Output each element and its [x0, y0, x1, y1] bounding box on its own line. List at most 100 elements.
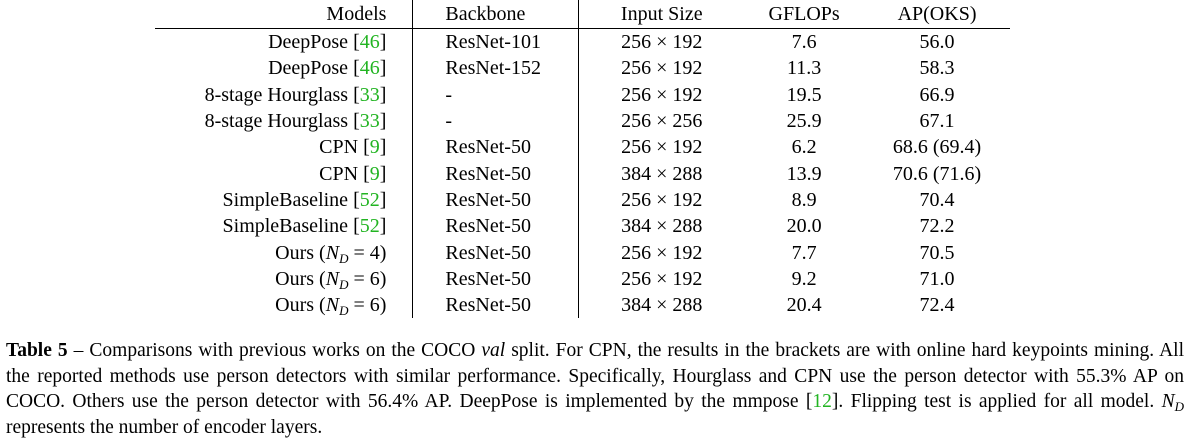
cell-input-size: 384 × 288 — [621, 215, 703, 238]
table-row: 8-stage Hourglass [33] - 256 × 256 25.9 67.1 — [155, 107, 1010, 135]
cell-backbone: ResNet-101 — [412, 28, 580, 56]
table-row: Ours (ND = 4) ResNet-50 256 × 192 7.7 70.5 — [155, 239, 1010, 266]
nd-value: 6 — [369, 294, 380, 317]
model-name: Ours — [275, 241, 315, 264]
table-row: Ours (ND = 6) ResNet-50 384 × 288 20.4 72.4 — [155, 291, 1010, 319]
cell-gflops: 11.3 — [786, 57, 822, 80]
cell-model: Ours (ND = 4) — [155, 239, 414, 266]
citation-link[interactable]: 9 — [369, 136, 380, 159]
cell-ap: 72.4 — [919, 294, 955, 317]
cell-ap: 70.6 (71.6) — [892, 162, 982, 185]
cell-ap: 68.6 (69.4) — [892, 136, 982, 159]
model-name: 8-stage Hourglass — [204, 83, 349, 106]
model-name: DeepPose — [268, 57, 349, 80]
caption-nd-subscript: D — [1174, 399, 1184, 414]
header-gflops: GFLOPs — [768, 3, 840, 25]
cell-gflops: 19.5 — [786, 83, 822, 106]
cell-input-size: 256 × 192 — [621, 83, 703, 106]
cell-input-size: 256 × 192 — [621, 31, 703, 54]
cell-model: 8-stage Hourglass [33] — [155, 81, 414, 108]
caption-label: Table 5 — [6, 340, 68, 361]
cell-gflops: 20.0 — [786, 215, 822, 238]
cell-model: DeepPose [46] — [155, 28, 414, 56]
cell-model: SimpleBaseline [52] — [155, 213, 414, 240]
model-name: Ours — [275, 267, 315, 290]
header-ap: AP(OKS) — [897, 3, 977, 25]
nd-subscript: D — [339, 303, 349, 319]
cell-gflops: 13.9 — [786, 162, 822, 185]
cell-gflops: 8.9 — [791, 188, 817, 211]
cell-model: 8-stage Hourglass [33] — [155, 107, 414, 135]
cell-backbone: ResNet-50 — [412, 134, 580, 161]
cell-gflops: 9.2 — [791, 267, 817, 290]
cell-backbone: ResNet-152 — [412, 55, 580, 82]
nd-subscript: D — [339, 276, 349, 292]
cell-ap: 66.9 — [919, 83, 955, 106]
cell-input-size: 256 × 192 — [621, 188, 703, 211]
cell-input-size: 256 × 256 — [621, 110, 703, 133]
cell-model: DeepPose [46] — [155, 55, 414, 82]
cell-gflops: 7.6 — [791, 31, 817, 54]
model-name: SimpleBaseline — [222, 215, 349, 238]
table-row: Ours (ND = 6) ResNet-50 256 × 192 9.2 71.0 — [155, 265, 1010, 292]
cell-backbone: - — [412, 81, 580, 108]
results-table-container: Models Backbone Input Size GFLOPs AP(OKS… — [155, 0, 1010, 319]
cell-backbone: ResNet-50 — [412, 160, 580, 187]
cell-backbone: ResNet-50 — [412, 213, 580, 240]
model-name: DeepPose — [268, 31, 349, 54]
results-table: Models Backbone Input Size GFLOPs AP(OKS… — [155, 0, 1010, 319]
cell-ap: 72.2 — [919, 215, 955, 238]
nd-value: 4 — [369, 241, 380, 264]
cell-backbone: ResNet-50 — [412, 291, 580, 319]
cell-model: SimpleBaseline [52] — [155, 186, 414, 214]
cell-gflops: 25.9 — [786, 110, 822, 133]
cell-input-size: 256 × 192 — [621, 241, 703, 264]
cell-backbone: ResNet-50 — [412, 265, 580, 292]
cell-ap: 67.1 — [919, 110, 955, 133]
citation-link[interactable]: 33 — [359, 83, 380, 106]
cell-model: Ours (ND = 6) — [155, 265, 414, 292]
cell-input-size: 256 × 192 — [621, 267, 703, 290]
citation-link[interactable]: 46 — [359, 31, 380, 54]
citation-link[interactable]: 52 — [359, 188, 380, 211]
model-name: CPN — [319, 162, 359, 185]
table-row: 8-stage Hourglass [33] - 256 × 192 19.5 66.9 — [155, 81, 1010, 108]
table-row: SimpleBaseline [52] ResNet-50 256 × 192 8.9… — [155, 186, 1010, 214]
model-name: Ours — [275, 294, 315, 317]
cell-gflops: 6.2 — [791, 136, 817, 159]
caption-citation-link[interactable]: 12 — [812, 391, 832, 412]
table-row: CPN [9] ResNet-50 256 × 192 6.2 68.6 (69.4) — [155, 134, 1010, 161]
table-header-row: Models Backbone Input Size GFLOPs AP(OKS… — [155, 0, 1010, 29]
cell-model: CPN [9] — [155, 160, 414, 187]
cell-input-size: 256 × 192 — [621, 57, 703, 80]
cell-backbone: ResNet-50 — [412, 186, 580, 214]
cell-backbone: ResNet-50 — [412, 239, 580, 266]
citation-link[interactable]: 46 — [359, 57, 380, 80]
table-row: SimpleBaseline [52] ResNet-50 384 × 288 20.… — [155, 213, 1010, 240]
cell-input-size: 384 × 288 — [621, 294, 703, 317]
nd-value: 6 — [369, 267, 380, 290]
table-row: DeepPose [46] ResNet-101 256 × 192 7.6 56.0 — [155, 28, 1010, 56]
cell-ap: 71.0 — [919, 267, 955, 290]
caption-text-1: Comparisons with previous works on the C… — [89, 340, 482, 361]
cell-input-size: 384 × 288 — [621, 162, 703, 185]
table-caption: Table 5 – Comparisons with previous work… — [6, 338, 1184, 440]
cell-ap: 70.4 — [919, 188, 955, 211]
table-row: CPN [9] ResNet-50 384 × 288 13.9 70.6 (71.6) — [155, 160, 1010, 187]
header-input-size: Input Size — [620, 3, 703, 25]
caption-dash: – — [67, 340, 90, 361]
cell-gflops: 7.7 — [791, 241, 817, 264]
citation-link[interactable]: 33 — [359, 110, 380, 133]
cell-ap: 58.3 — [919, 57, 955, 80]
cell-model: Ours (ND = 6) — [155, 291, 414, 319]
cell-backbone: - — [412, 107, 580, 135]
caption-text-2: split. For CPN, the results in the brack… — [6, 340, 1184, 412]
header-backbone: Backbone — [412, 0, 580, 29]
citation-link[interactable]: 52 — [359, 215, 380, 238]
citation-link[interactable]: 9 — [369, 162, 380, 185]
header-models: Models — [155, 0, 414, 29]
cell-gflops: 20.4 — [786, 294, 822, 317]
caption-val: val — [481, 340, 506, 361]
cell-ap: 56.0 — [919, 31, 955, 54]
model-name: SimpleBaseline — [222, 188, 349, 211]
